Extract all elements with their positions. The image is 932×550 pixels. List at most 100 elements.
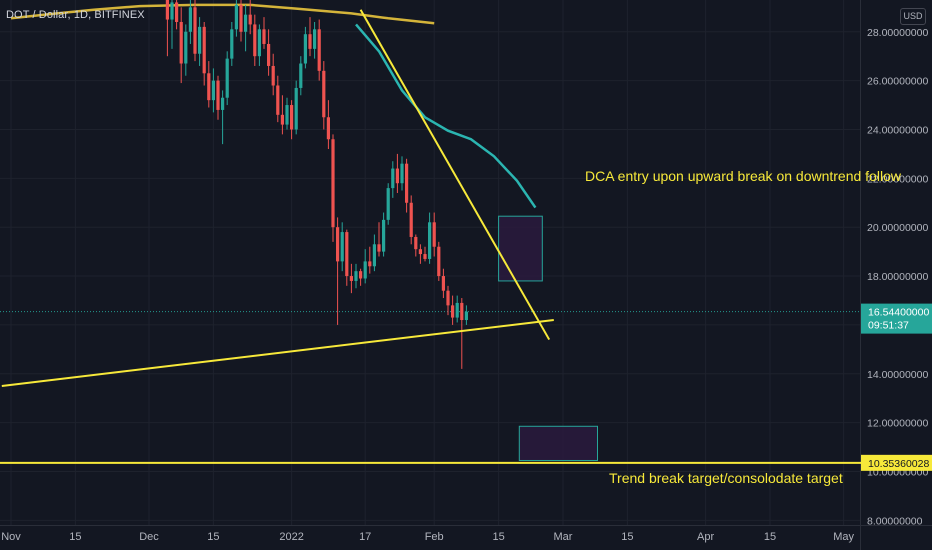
candle-body (326, 117, 330, 140)
candle-body (313, 29, 317, 49)
candle-body (170, 2, 174, 20)
candle (207, 61, 211, 108)
x-tick-label: 17 (359, 531, 371, 543)
x-tick-label: Nov (1, 531, 21, 543)
x-tick-label: 2022 (279, 531, 303, 543)
candle (377, 222, 381, 257)
candle (460, 298, 464, 369)
candle-body (257, 29, 261, 57)
y-tick-label: 22.00000000 (867, 173, 928, 185)
candle (349, 263, 353, 294)
candle-body (368, 261, 372, 267)
candle-body (317, 29, 321, 71)
candle-body (372, 244, 376, 267)
candle-body (244, 14, 248, 32)
candle-body (391, 168, 395, 189)
candle-body (299, 63, 303, 88)
candle (294, 80, 298, 135)
candle-body (253, 24, 257, 57)
candle-body (239, 4, 243, 32)
candle (400, 156, 404, 191)
candle-body (308, 34, 312, 49)
target-zone (518, 425, 598, 461)
candle (322, 61, 326, 130)
candle-body (349, 276, 353, 281)
x-tick-label: 15 (69, 531, 81, 543)
candle-body (234, 4, 238, 30)
level-tag-label: 10.35360028 (868, 458, 929, 470)
candle-body (354, 271, 358, 281)
x-tick-label: Mar (554, 531, 573, 543)
candle (423, 246, 427, 262)
candle (165, 0, 169, 57)
candle-body (359, 271, 363, 279)
candle-body (409, 202, 413, 237)
candle (244, 4, 248, 52)
candle-body (405, 163, 409, 203)
candle (179, 7, 183, 84)
candle (409, 195, 413, 245)
candle (345, 229, 349, 286)
candle (326, 100, 330, 150)
y-tick-label: 26.00000000 (867, 76, 928, 88)
candle (184, 24, 188, 76)
candle-body (418, 249, 422, 255)
candle-body (414, 236, 418, 250)
candle (234, 0, 238, 37)
candle-body (322, 70, 326, 118)
candle-body (225, 58, 229, 98)
candle-body (395, 168, 399, 184)
candle (280, 95, 284, 135)
candle (248, 0, 252, 35)
candle-body (377, 244, 381, 252)
candle-body (428, 222, 432, 259)
dca-entry-zone (498, 215, 543, 282)
candle (372, 234, 376, 272)
drawings (0, 9, 862, 464)
candle-body (331, 139, 335, 228)
y-tick-label: 18.00000000 (867, 271, 928, 283)
y-tick-label: 8.00000000 (867, 515, 923, 527)
annotation-dca-entry: DCA entry upon upward break on downtrend… (585, 168, 901, 184)
candle (418, 244, 422, 264)
candle (175, 0, 179, 30)
candle-body (285, 105, 289, 125)
candle (363, 249, 367, 284)
candle (308, 17, 312, 57)
candle-body (437, 246, 441, 277)
symbol-header[interactable]: DOT / Dollar, 1D, BITFINEX (6, 9, 145, 21)
y-tick-label: 24.00000000 (867, 124, 928, 136)
candle (271, 53, 275, 96)
price-axis[interactable]: 8.0000000010.0000000012.0000000014.00000… (867, 27, 928, 528)
candle (464, 305, 468, 325)
candle (239, 0, 243, 42)
candle-body (455, 302, 459, 318)
candle (391, 161, 395, 198)
candle-body (423, 254, 427, 259)
moving-average-long (10, 3, 435, 25)
candle (225, 51, 229, 106)
candle-body (451, 305, 455, 318)
x-tick-label: 15 (207, 531, 219, 543)
candle-body (464, 311, 468, 321)
candle (354, 263, 358, 289)
last-price-label: 16.54400000 (868, 307, 929, 319)
currency-badge[interactable]: USD (900, 8, 926, 25)
x-tick-label: 15 (764, 531, 776, 543)
x-tick-label: Apr (697, 531, 714, 543)
candle (451, 295, 455, 325)
candles (165, 0, 468, 369)
candle-body (340, 232, 344, 262)
candle-body (271, 65, 275, 86)
x-tick-label: 15 (492, 531, 504, 543)
candle (211, 68, 215, 113)
candle (193, 0, 197, 62)
candle-body (363, 261, 367, 279)
moving-average-short (355, 23, 537, 209)
candle (340, 222, 344, 272)
candle-body (382, 219, 386, 252)
time-axis[interactable]: Nov 15 Dec 15 2022 17 Feb 15 Mar 15 Apr 15 May (1, 531, 854, 543)
candle-body (202, 26, 206, 74)
candle-body (276, 85, 280, 115)
